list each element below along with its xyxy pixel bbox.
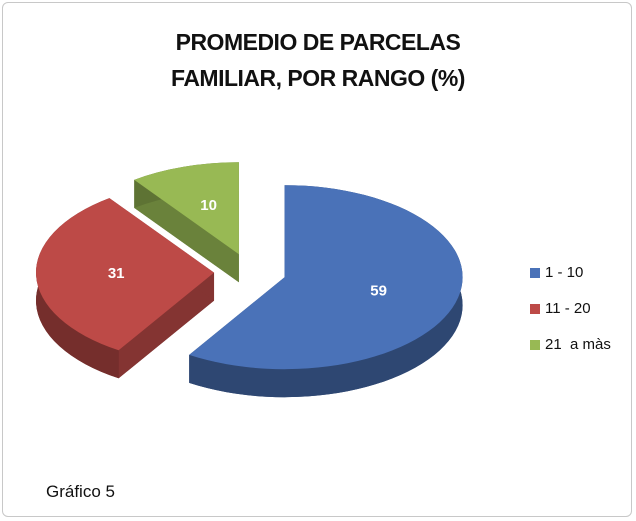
slice-side: [189, 185, 463, 398]
legend-swatch: [530, 340, 540, 350]
data-label: 59: [370, 282, 387, 299]
annotation: Gráfico 5: [46, 482, 115, 501]
legend-swatch: [530, 268, 540, 278]
legend-label: 21 a màs: [545, 336, 611, 353]
legend-label: 1 - 10: [545, 264, 583, 281]
data-label: 10: [200, 197, 217, 214]
legend-label: 11 - 20: [545, 300, 591, 317]
slice-side: [134, 179, 239, 283]
chart-title: PROMEDIO DE PARCELAS FAMILIAR, POR RANGO…: [171, 29, 465, 91]
slice: [134, 162, 239, 255]
data-label: 31: [108, 265, 125, 282]
legend-swatch: [530, 304, 540, 314]
slice: [189, 185, 463, 370]
slice: [36, 198, 215, 351]
slice-side: [118, 272, 215, 379]
chart-frame: [2, 2, 632, 517]
